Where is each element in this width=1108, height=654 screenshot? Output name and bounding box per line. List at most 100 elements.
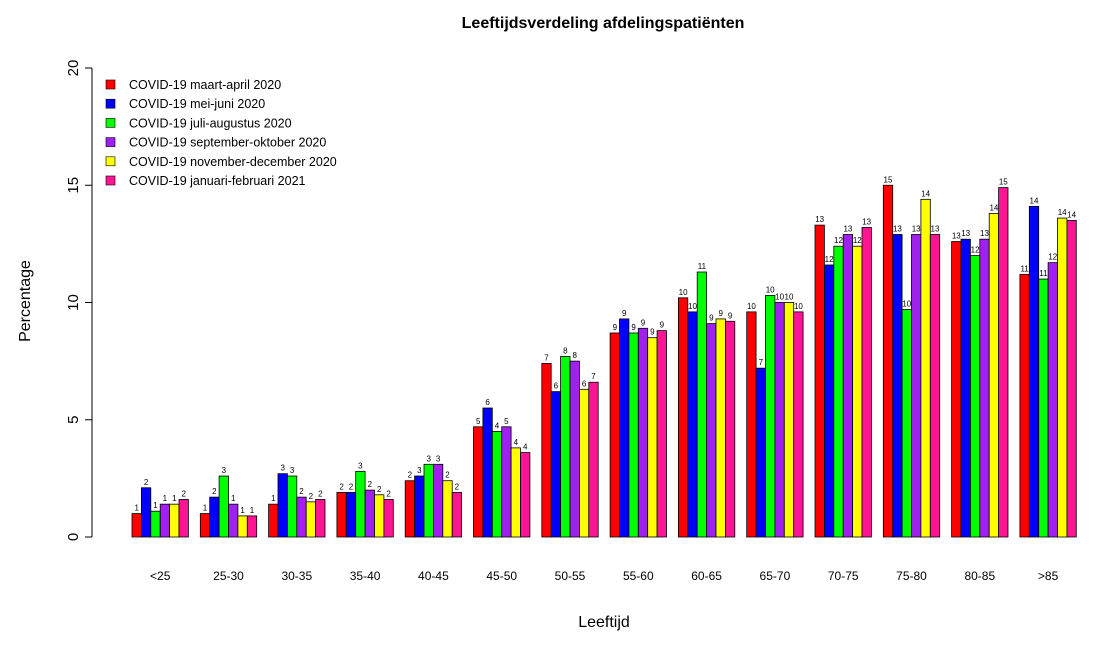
data-label: 14 — [989, 203, 998, 212]
bar — [374, 494, 385, 538]
bar — [746, 311, 757, 538]
data-label: 8 — [563, 346, 568, 355]
bar — [609, 332, 620, 538]
bar — [159, 503, 170, 538]
data-label: 3 — [290, 466, 295, 475]
data-label: 14 — [1058, 208, 1067, 217]
bar — [814, 224, 825, 538]
bar — [824, 264, 835, 538]
legend-swatch — [105, 137, 116, 147]
bar — [228, 503, 239, 538]
bar — [793, 311, 804, 538]
legend-swatch — [105, 79, 116, 90]
data-label: 12 — [834, 236, 843, 245]
legend-label: COVID-19 juli-augustus 2020 — [129, 116, 292, 130]
data-label: 2 — [408, 471, 413, 480]
data-label: 5 — [504, 417, 509, 426]
data-label: 9 — [631, 323, 636, 332]
data-label: 14 — [921, 189, 930, 198]
data-label: 2 — [299, 487, 304, 496]
data-label: 11 — [1020, 264, 1029, 273]
bar — [550, 391, 562, 538]
bar — [296, 496, 307, 538]
bar — [951, 241, 962, 538]
data-label: 10 — [747, 302, 756, 311]
data-label: 15 — [999, 178, 1008, 187]
bar — [473, 426, 484, 538]
bar — [1019, 273, 1030, 538]
bar — [315, 499, 326, 538]
data-label: 9 — [709, 314, 714, 323]
legend: COVID-19 maart-april 2020 COVID-19 mei-ju… — [105, 78, 337, 188]
x-axis-label: Leeftijd — [578, 614, 630, 631]
data-label: 9 — [728, 311, 733, 320]
x-tick-label: 80-85 — [964, 569, 995, 583]
bar — [355, 470, 366, 538]
bar — [150, 510, 161, 538]
data-label: 9 — [613, 323, 618, 332]
x-tick-label: 40-45 — [418, 569, 449, 583]
data-label: 2 — [455, 482, 460, 491]
bar — [678, 297, 689, 538]
data-label: 10 — [785, 293, 794, 302]
data-label: 3 — [280, 464, 285, 473]
y-tick-label: 0 — [65, 533, 82, 541]
bar — [911, 234, 922, 538]
bar — [246, 515, 258, 538]
data-label: 14 — [1067, 210, 1076, 219]
bar — [345, 492, 357, 538]
bar — [305, 501, 317, 538]
bar — [715, 318, 726, 538]
data-label: 7 — [591, 372, 596, 381]
bar — [920, 198, 931, 538]
bar — [178, 499, 189, 538]
data-label: 1 — [250, 506, 255, 515]
data-label: 9 — [641, 318, 646, 327]
data-label: 13 — [862, 217, 871, 226]
data-label: 1 — [240, 506, 245, 515]
data-label: 4 — [523, 443, 528, 452]
bar — [336, 492, 347, 538]
data-label: 1 — [134, 504, 139, 513]
data-label: 11 — [1039, 269, 1048, 278]
data-label: 13 — [912, 224, 921, 233]
data-label: 10 — [766, 285, 775, 294]
bar — [765, 295, 776, 538]
bar — [560, 356, 571, 538]
data-label: 8 — [572, 351, 577, 360]
bar — [755, 367, 766, 538]
bar — [169, 503, 180, 538]
chart-title: Leeftijdsverdeling afdelingspatiënten — [462, 15, 745, 32]
data-label: 13 — [815, 215, 824, 224]
data-label: 3 — [358, 461, 363, 470]
bar — [619, 318, 630, 538]
bar — [199, 513, 211, 538]
data-label: 6 — [485, 398, 490, 407]
bar — [842, 234, 854, 538]
data-label: 9 — [622, 309, 627, 318]
bar — [218, 475, 229, 538]
bar — [364, 489, 375, 538]
data-label: 10 — [902, 300, 911, 309]
bar — [861, 227, 872, 538]
x-tick-label: >85 — [1038, 569, 1059, 583]
data-label: 2 — [181, 489, 186, 498]
data-label: 7 — [759, 358, 764, 367]
x-tick-label: 25-30 — [213, 569, 244, 583]
legend-label: COVID-19 mei-juni 2020 — [129, 97, 265, 111]
bar — [687, 311, 698, 538]
bar — [970, 255, 981, 538]
data-label: 1 — [163, 494, 168, 503]
data-label: 1 — [203, 504, 208, 513]
bar — [383, 499, 394, 538]
data-label: 9 — [718, 309, 723, 318]
data-label: 1 — [231, 494, 236, 503]
bar — [1028, 205, 1040, 538]
legend-label: COVID-19 maart-april 2020 — [129, 78, 281, 92]
data-label: 12 — [1048, 253, 1057, 262]
legend-swatch — [105, 98, 116, 109]
data-label: 13 — [961, 229, 970, 238]
